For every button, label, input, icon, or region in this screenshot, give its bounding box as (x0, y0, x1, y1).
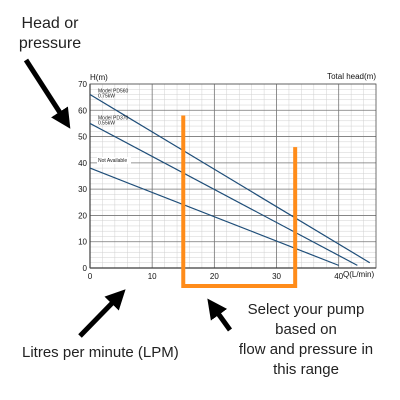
y-tick-label: 70 (78, 80, 87, 89)
head-or-pressure-note: Head or pressure (10, 14, 90, 54)
arrow-head-pressure (23, 58, 71, 129)
series-label: 0.55kW (98, 120, 115, 126)
y-tick-label: 60 (78, 106, 87, 115)
head-or-pressure-line-1: Head or (21, 15, 79, 32)
select-pump-line-2: based on (275, 321, 337, 338)
x-tick-label: 40 (334, 272, 343, 281)
select-pump-line-1: Select your pump (247, 301, 365, 318)
x-tick-label: 0 (88, 272, 93, 281)
series-line (89, 94, 371, 264)
x-tick-label: 30 (272, 272, 281, 281)
series-label: Model PD370 (98, 115, 129, 121)
series-label: 0.75kW (98, 94, 115, 100)
y-tick-label: 0 (83, 264, 88, 273)
selection-range (181, 115, 298, 288)
arrow-lpm (78, 289, 126, 338)
highlight-bracket (181, 115, 298, 288)
chart-title: Total head(m) (327, 72, 376, 81)
select-pump-note: Select your pump based on flow and press… (222, 300, 390, 380)
arrow-select-range (207, 298, 233, 332)
select-pump-line-4: this range (273, 361, 339, 378)
tick-labels: 0 10 20 30 40 0 10 20 30 40 50 60 70 (78, 80, 344, 281)
series-label: Not Available (98, 158, 127, 164)
y-tick-label: 10 (78, 238, 87, 247)
select-pump-line-3: flow and pressure in (238, 341, 374, 358)
series-line (89, 167, 339, 266)
litres-per-minute-note: Litres per minute (LPM) (22, 344, 179, 361)
y-tick-label: 40 (78, 159, 87, 168)
x-tick-label: 20 (210, 272, 219, 281)
x-axis-label: Q(L/min) (343, 270, 374, 279)
y-tick-label: 30 (78, 185, 87, 194)
axes (89, 83, 377, 269)
series-label: Model PD560 (98, 89, 129, 95)
y-axis-label: H(m) (90, 73, 108, 82)
series-label-bg (97, 157, 131, 165)
head-or-pressure-line-2: pressure (18, 35, 82, 52)
y-tick-label: 20 (78, 211, 87, 220)
y-tick-label: 50 (78, 133, 87, 142)
plot-frame (89, 83, 377, 269)
series-line (89, 122, 358, 266)
x-tick-label: 10 (148, 272, 157, 281)
